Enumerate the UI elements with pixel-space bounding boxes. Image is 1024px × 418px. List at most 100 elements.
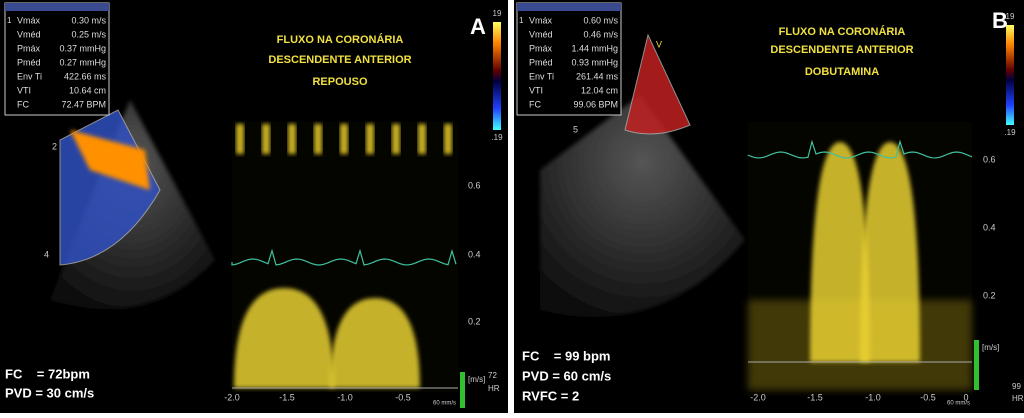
measurement-value: 12.04 cm [581, 85, 618, 95]
hr-label: HR [1012, 394, 1024, 403]
sweep-label: 60 mm/s [433, 401, 456, 407]
doppler-top-signal [288, 124, 296, 154]
doppler-top-signal [418, 124, 426, 154]
note: PVD = 60 cm/s [522, 368, 611, 383]
doppler-top-signal [262, 124, 270, 154]
measurement-marker: 1 [7, 16, 12, 25]
green-marker [974, 340, 979, 390]
sweep-label: 60 mm/s [947, 401, 970, 407]
x-tick-label: -1.5 [279, 392, 295, 402]
measurement-name: VTI [529, 85, 543, 95]
color-scale-bottom: .19 [491, 133, 503, 142]
doppler-flow [234, 288, 334, 388]
depth-tick: V [656, 39, 662, 49]
box-header [5, 3, 109, 11]
panel-letter: B [992, 8, 1008, 33]
depth-tick: 2 [52, 141, 57, 151]
y-tick-label: 0.4 [468, 249, 481, 259]
measurement-name: FC [529, 99, 541, 109]
doppler-top-signal [314, 124, 322, 154]
measurement-value: 0.93 mmHg [571, 57, 618, 67]
unit-label: [m/s] [468, 375, 485, 384]
color-bar [1006, 25, 1014, 125]
y-tick-label: 0.4 [983, 222, 996, 232]
measurement-value: 0.60 m/s [583, 15, 618, 25]
color-doppler [624, 33, 691, 135]
depth-tick: 5 [573, 124, 578, 134]
measurement-value: 99.06 BPM [573, 99, 618, 109]
measurement-value: 0.30 m/s [71, 15, 106, 25]
box-header [517, 3, 621, 11]
unit-label: [m/s] [982, 343, 999, 352]
ecg-trace [231, 248, 457, 266]
hr-label: 99 [1012, 382, 1021, 391]
x-tick-label: -1.5 [807, 392, 823, 402]
echo-sector [540, 95, 745, 317]
measurement-name: Pméd [529, 57, 553, 67]
doppler-top-signal [392, 124, 400, 154]
depth-tick: 4 [44, 249, 49, 259]
hr-label: HR [488, 384, 500, 393]
panel: 1 Vmáx 0.60 m/s Vméd 0.46 m/s Pmáx 1.44 mmHg Pm… [514, 0, 1024, 413]
x-tick-label: -2.0 [224, 392, 240, 402]
title-line: DESCENDENTE ANTERIOR [770, 44, 913, 56]
y-tick-label: 0.6 [468, 180, 481, 190]
measurement-box [516, 2, 622, 116]
measurement-value: 1.44 mmHg [571, 43, 618, 53]
title-line: DESCENDENTE ANTERIOR [268, 54, 411, 66]
note: FC = 72bpm [5, 366, 90, 381]
measurement-name: Pmáx [17, 43, 41, 53]
doppler-top-signal [340, 124, 348, 154]
y-tick-label: 0.2 [468, 316, 481, 326]
x-tick-label: 0 [963, 392, 968, 402]
ecg-trace [747, 139, 973, 159]
measurement-value: 0.46 m/s [583, 29, 618, 39]
measurement-name: Vméd [17, 29, 41, 39]
x-tick-label: -0.5 [920, 392, 936, 402]
x-tick-label: -2.0 [750, 392, 766, 402]
measurement-name: Vméd [529, 29, 553, 39]
doppler-flow [330, 298, 420, 388]
measurement-value: 72.47 BPM [61, 99, 106, 109]
doppler-top-signal [236, 124, 244, 154]
note: FC = 99 bpm [522, 348, 611, 363]
measurement-box [4, 2, 110, 116]
title-line: FLUXO NA CORONÁRIA [779, 25, 906, 38]
measurement-value: 0.37 mmHg [59, 43, 106, 53]
measurement-name: Pméd [17, 57, 41, 67]
measurement-value: 0.25 m/s [71, 29, 106, 39]
measurement-name: Vmáx [529, 15, 553, 25]
color-scale-top: 19 [1006, 12, 1015, 21]
color-scale-top: 19 [493, 9, 502, 18]
title-line: REPOUSO [312, 76, 367, 88]
measurement-value: 261.44 ms [576, 71, 619, 81]
measurement-name: Pmáx [529, 43, 553, 53]
measurement-name: Vmáx [17, 15, 41, 25]
panel-letter: A [470, 14, 486, 39]
color-bar [493, 22, 501, 130]
doppler-top-signal [366, 124, 374, 154]
measurement-name: VTI [17, 85, 31, 95]
measurement-value: 422.66 ms [64, 71, 107, 81]
measurement-marker: 1 [519, 16, 524, 25]
note: PVD = 30 cm/s [5, 385, 94, 400]
note: RVFC = 2 [522, 388, 579, 403]
color-scale-bottom: .19 [1004, 128, 1016, 137]
measurement-name: FC [17, 99, 29, 109]
x-tick-label: -1.0 [865, 392, 881, 402]
measurement-name: Env Ti [17, 71, 42, 81]
doppler-flow [810, 142, 870, 362]
y-tick-label: 0.2 [983, 290, 996, 300]
measurement-value: 10.64 cm [69, 85, 106, 95]
doppler-flow [860, 142, 920, 362]
y-tick-label: 0.6 [983, 154, 996, 164]
measurement-name: Env Ti [529, 71, 554, 81]
title-line: DOBUTAMINA [805, 66, 879, 78]
x-tick-label: -0.5 [395, 392, 411, 402]
green-marker [460, 372, 465, 408]
doppler-top-signal [444, 124, 452, 154]
title-line: FLUXO NA CORONÁRIA [277, 33, 404, 46]
measurement-value: 0.27 mmHg [59, 57, 106, 67]
x-tick-label: -1.0 [337, 392, 353, 402]
